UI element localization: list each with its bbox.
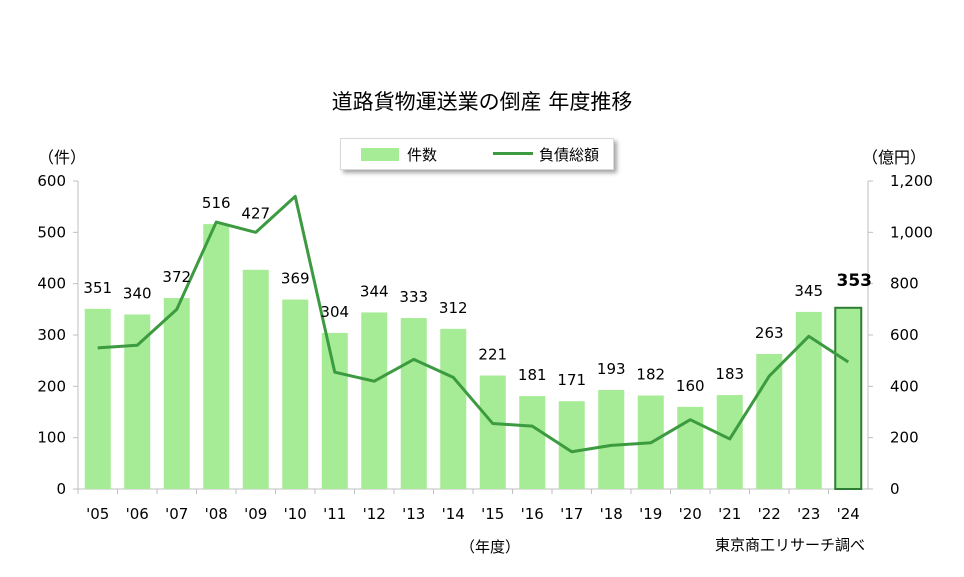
bar-data-label: 312: [439, 299, 468, 317]
x-axis-tick-label: '08: [205, 505, 228, 523]
legend-line-swatch: [493, 152, 533, 155]
bar-data-label: 221: [478, 346, 507, 364]
x-axis-tick-label: '21: [718, 505, 741, 523]
bar-data-label: 193: [597, 360, 626, 378]
x-axis-tick-label: '18: [600, 505, 623, 523]
left-axis-tick-label: 100: [37, 429, 66, 447]
bar-data-label: 516: [202, 194, 231, 212]
right-axis-tick-label: 1,000: [890, 223, 933, 241]
bar: [282, 299, 309, 489]
x-axis-tick-label: '24: [837, 505, 860, 523]
bar: [598, 389, 625, 489]
left-axis-tick-label: 300: [37, 326, 66, 344]
legend-bar-swatch: [361, 148, 399, 161]
x-axis-tick-label: '13: [402, 505, 425, 523]
left-axis-tick-label: 200: [37, 377, 66, 395]
right-axis-tick-label: 0: [890, 480, 900, 498]
left-axis-tick-label: 500: [37, 223, 66, 241]
bar: [321, 332, 348, 489]
bar: [716, 395, 743, 489]
bar-data-label: 183: [715, 365, 744, 383]
bar: [203, 224, 230, 489]
x-axis-tick-label: '19: [639, 505, 662, 523]
bar-data-label: 344: [360, 282, 389, 300]
bar-data-label: 263: [755, 324, 784, 342]
bar-data-label: 333: [399, 288, 428, 306]
bar: [163, 298, 190, 489]
x-axis-tick-label: '16: [521, 505, 544, 523]
bar-data-label: 369: [281, 270, 310, 288]
bar-data-label: 372: [162, 268, 191, 286]
bar-data-label: 351: [83, 279, 112, 297]
bar: [519, 396, 546, 489]
bar-data-label: 181: [518, 366, 547, 384]
right-axis-tick-label: 600: [890, 326, 919, 344]
x-axis-tick-label: '07: [165, 505, 188, 523]
bar: [361, 312, 388, 489]
legend-label-count: 件数: [407, 146, 438, 164]
x-axis-tick-label: '05: [86, 505, 109, 523]
source-note: 東京商工リサーチ調べ: [715, 536, 866, 554]
right-axis-tick-label: 400: [890, 377, 919, 395]
bar: [242, 269, 269, 489]
bar: [400, 318, 427, 489]
right-axis-tick-label: 200: [890, 429, 919, 447]
bar-data-label: 353: [837, 271, 873, 291]
x-axis-tick-label: '09: [244, 505, 267, 523]
x-axis-tick-label: '11: [323, 505, 346, 523]
debt-series-line: [97, 194, 850, 454]
chart-title: 道路貨物運送業の倒産 年度推移: [331, 90, 633, 114]
bar: [124, 314, 151, 489]
x-axis-tick-label: '23: [797, 505, 820, 523]
x-axis-tick-label: '10: [284, 505, 307, 523]
bar-data-label: 182: [636, 366, 665, 384]
chart-legend: 件数 負債総額: [340, 138, 614, 170]
bar: [84, 308, 111, 489]
left-axis-tick-label: 600: [37, 172, 66, 190]
bar: [834, 306, 863, 490]
x-axis-tick-label: '15: [481, 505, 504, 523]
x-axis-tick-label: '20: [679, 505, 702, 523]
left-axis-tick-label: 400: [37, 275, 66, 293]
bar: [795, 311, 822, 489]
bar-data-label: 171: [557, 371, 586, 389]
bar-data-label: 340: [123, 284, 152, 302]
bar-data-label: 345: [794, 282, 823, 300]
bar: [479, 375, 506, 489]
legend-label-debt: 負債総額: [539, 146, 600, 164]
bar-data-label: 427: [241, 204, 270, 222]
bar-data-label: 304: [320, 303, 349, 321]
bar: [440, 328, 467, 489]
x-axis-tick-label: '12: [363, 505, 386, 523]
right-axis-tick-label: 800: [890, 275, 919, 293]
x-axis-tick-label: '14: [442, 505, 465, 523]
left-axis-tick-label: 0: [56, 480, 66, 498]
right-axis-tick-label: 1,200: [890, 172, 933, 190]
x-axis-tick-label: '06: [126, 505, 149, 523]
bar-data-label: 160: [676, 377, 705, 395]
x-axis-label: （年度）: [460, 538, 521, 556]
left-axis-unit: （件）: [38, 148, 87, 167]
x-axis-tick-label: '22: [758, 505, 781, 523]
right-axis-unit: （億円）: [862, 148, 927, 167]
x-axis-tick-label: '17: [560, 505, 583, 523]
